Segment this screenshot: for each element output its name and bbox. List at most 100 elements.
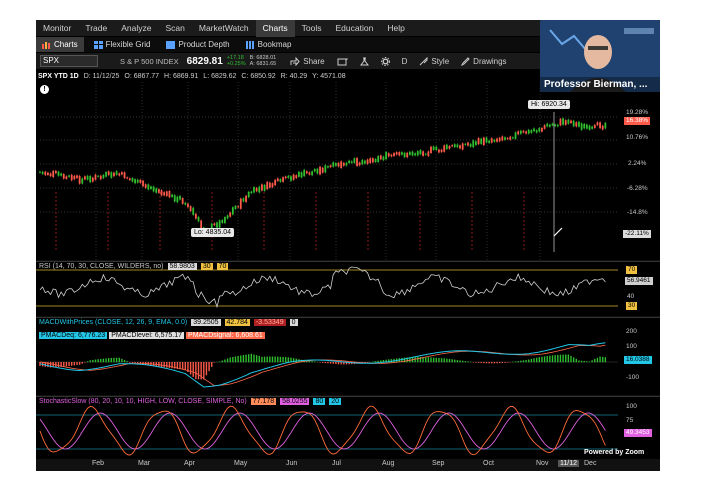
macd-histogram-bar [203,362,205,380]
price-candle [334,163,337,166]
macd-histogram-bar [134,362,136,364]
price-candle [123,172,126,179]
macd-histogram-bar [406,357,408,363]
time-axis[interactable]: Feb Mar Apr May Jun Jul Aug Sep Oct Nov 11/12 Dec [36,459,660,471]
price-panel[interactable]: ! Hi: 6920.34 Lo: 4835.04 19.28% 16.38% … [36,82,660,260]
macd-histogram-bar [250,353,253,363]
macd-histogram-bar [530,358,533,363]
price-candle [348,160,350,164]
pencil-cursor [553,227,563,237]
menu-analyze[interactable]: Analyze [121,22,152,33]
macd-value-4: 0 [289,319,298,326]
menu-scan[interactable]: Scan [165,22,185,33]
price-candle [379,155,382,160]
bid-ask: B: 6828.01 A: 6831.65 [250,55,277,67]
studies-button[interactable] [359,57,369,66]
stoch-y-100: 100 [626,403,637,410]
tab-bookmap[interactable]: Bookmap [240,37,298,52]
macd-chart[interactable] [36,318,660,395]
macd-histogram-bar [485,362,488,364]
menu-trade[interactable]: Trade [85,22,108,33]
price-candle [176,196,179,203]
stoch-value-4: 20 [329,398,342,405]
price-candle [332,162,335,167]
price-candle [464,143,467,145]
macd-histogram-bar [197,362,200,380]
symbol-input[interactable]: SPX [40,55,98,67]
alert-icon[interactable]: ! [40,85,49,94]
macd-histogram-bar [73,362,76,366]
macd-histogram-bar [213,362,216,363]
macd-histogram-bar [580,360,583,363]
macd-histogram-bar [266,356,268,363]
rsi-chart[interactable] [36,262,660,316]
rsi-title: RSI (14, 70, 30, CLOSE, WILDERS, no) [39,263,164,270]
menu-marketwatch[interactable]: MarketWatch [198,22,249,33]
price-candle [358,162,361,166]
drawings-button[interactable]: Drawings [461,57,507,66]
price-candle [152,186,155,192]
price-candle [390,154,393,157]
macd-histogram-bar [205,362,208,376]
price-candle [292,174,295,180]
macd-histogram-bar [211,362,213,367]
bar-low: L: 6829.62 [203,72,237,80]
price-candle [150,186,152,190]
stochastic-chart[interactable] [36,397,660,459]
macd-histogram-bar [409,357,411,363]
macd-histogram-bar [195,362,197,380]
price-candle [543,125,546,129]
macd-histogram-bar [390,359,393,363]
macd-histogram-bar [520,360,522,363]
macd-current-tag: 16.0388 [624,356,652,364]
price-candle [342,162,345,166]
timeframe-button[interactable]: D [402,57,408,66]
price-candle [44,171,47,176]
menu-charts[interactable]: Charts [255,20,295,37]
macd-histogram-bar [559,354,562,363]
macd-histogram-bar [60,362,62,367]
price-candle [184,202,187,205]
stochastic-panel[interactable]: StochasticSlow (80, 20, 10, 10, HIGH, LO… [36,396,660,459]
macd-histogram-bar [385,359,387,363]
macd-signal-line [39,344,606,387]
price-candle [120,172,123,175]
macd-histogram-bar [504,362,506,363]
macd-histogram-bar [192,362,194,377]
price-chart[interactable] [36,82,660,260]
tab-charts[interactable]: Charts [36,37,84,52]
macd-panel[interactable]: MACDWithPrices (CLOSE, 12, 26, 9, EMA, 0… [36,317,660,395]
price-candle [430,146,432,154]
price-candle [86,175,89,180]
macd-histogram-bar [76,362,78,366]
menu-education[interactable]: Education [335,22,374,33]
macd-histogram-bar [535,357,538,363]
rsi-panel[interactable]: RSI (14, 70, 30, CLOSE, WILDERS, no) 58.… [36,261,660,316]
menu-help[interactable]: Help [387,22,405,33]
macd-histogram-bar [575,358,577,363]
macd-histogram-bar [446,358,448,363]
rsi-label[interactable]: RSI (14, 70, 30, CLOSE, WILDERS, no) 58.… [39,263,232,270]
price-candle [213,223,216,226]
price-candle [443,145,446,152]
share-button[interactable]: Share [290,56,325,66]
price-candle [414,153,417,156]
price-candle [469,143,472,147]
price-candle [144,184,147,188]
style-button[interactable]: Style [419,56,449,66]
price-candle [556,124,559,127]
tab-product-depth[interactable]: Product Depth [160,37,235,52]
macd-histogram-bar [229,357,231,363]
stoch-label[interactable]: StochasticSlow (80, 20, 10, 10, HIGH, LO… [39,398,345,405]
price-candle [308,172,311,175]
settings-button[interactable] [380,56,390,66]
menu-monitor[interactable]: Monitor [43,22,72,33]
price-candle [179,195,181,200]
tab-flexible-grid[interactable]: Flexible Grid [88,37,157,52]
screenshot-button[interactable] [337,57,348,66]
macd-histogram-bar [459,360,461,363]
macd-histogram-bar [432,357,435,363]
menu-tools[interactable]: Tools [301,22,322,33]
macd-label[interactable]: MACDWithPrices (CLOSE, 12, 26, 9, EMA, 0… [39,319,302,326]
price-candle [173,195,176,202]
